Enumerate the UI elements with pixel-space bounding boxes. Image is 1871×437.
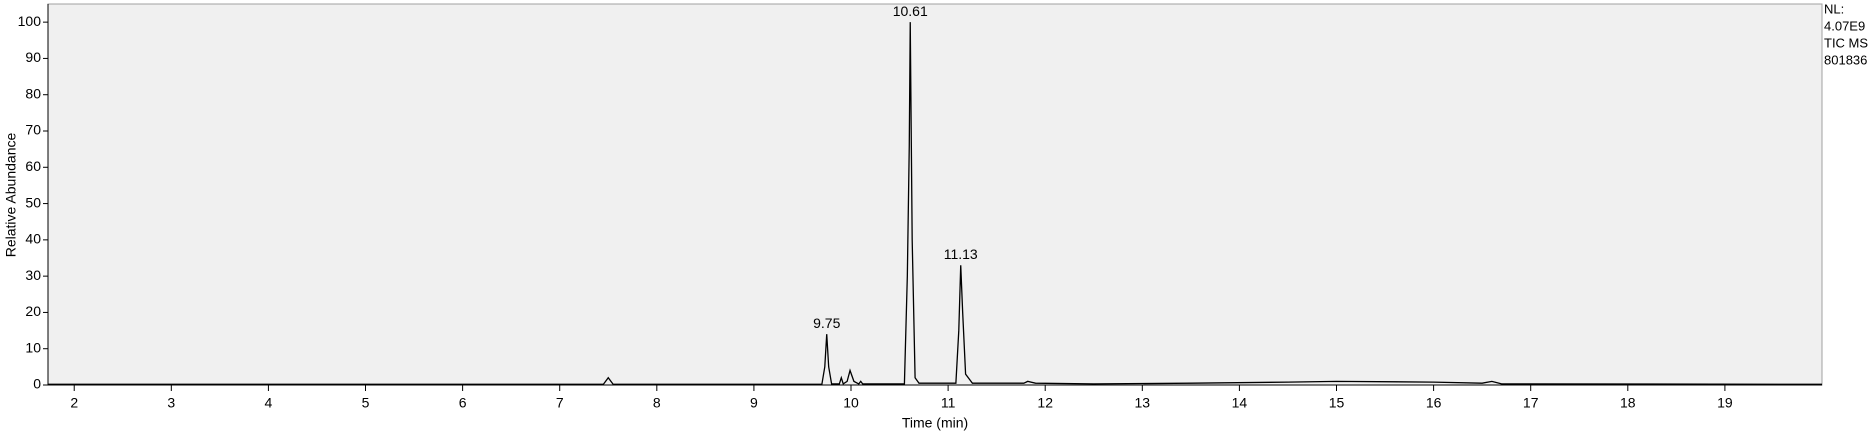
info-text: 801836 bbox=[1824, 52, 1867, 67]
peak-label: 10.61 bbox=[893, 3, 928, 19]
y-tick-label: 100 bbox=[18, 13, 42, 29]
info-text: NL: bbox=[1824, 1, 1844, 16]
peak-label: 11.13 bbox=[944, 246, 978, 262]
y-tick-label: 50 bbox=[25, 194, 41, 210]
x-tick-label: 15 bbox=[1329, 395, 1345, 411]
trace bbox=[48, 22, 1823, 385]
x-tick-label: 11 bbox=[941, 395, 956, 411]
y-tick-label: 0 bbox=[33, 376, 41, 392]
x-tick-label: 8 bbox=[653, 395, 661, 411]
x-tick-label: 14 bbox=[1232, 395, 1248, 411]
peak-label: 9.75 bbox=[813, 315, 840, 331]
x-tick-label: 4 bbox=[265, 395, 273, 411]
x-tick-label: 2 bbox=[70, 395, 78, 411]
y-tick-label: 70 bbox=[25, 122, 41, 138]
y-tick-label: 80 bbox=[25, 85, 41, 101]
x-tick-label: 10 bbox=[843, 395, 859, 411]
x-tick-label: 7 bbox=[556, 395, 564, 411]
x-tick-label: 9 bbox=[750, 395, 758, 411]
info-text: TIC MS bbox=[1824, 35, 1868, 50]
x-tick-label: 6 bbox=[459, 395, 467, 411]
x-tick-label: 12 bbox=[1037, 395, 1053, 411]
y-tick-label: 20 bbox=[25, 303, 41, 319]
y-tick-label: 90 bbox=[25, 49, 41, 65]
x-tick-label: 18 bbox=[1620, 395, 1636, 411]
y-tick-label: 30 bbox=[25, 267, 41, 283]
y-tick-label: 10 bbox=[25, 339, 41, 355]
x-tick-label: 13 bbox=[1135, 395, 1151, 411]
x-tick-label: 16 bbox=[1426, 395, 1442, 411]
y-axis-title: Relative Abundance bbox=[3, 133, 19, 258]
x-tick-label: 17 bbox=[1523, 395, 1539, 411]
y-tick-label: 60 bbox=[25, 158, 41, 174]
x-tick-label: 3 bbox=[167, 395, 175, 411]
y-tick-label: 40 bbox=[25, 231, 41, 247]
x-tick-label: 19 bbox=[1717, 395, 1733, 411]
plot-area bbox=[47, 3, 1823, 386]
info-text: 4.07E9 bbox=[1824, 18, 1865, 33]
x-axis-title: Time (min) bbox=[902, 415, 968, 431]
x-tick-label: 5 bbox=[362, 395, 370, 411]
